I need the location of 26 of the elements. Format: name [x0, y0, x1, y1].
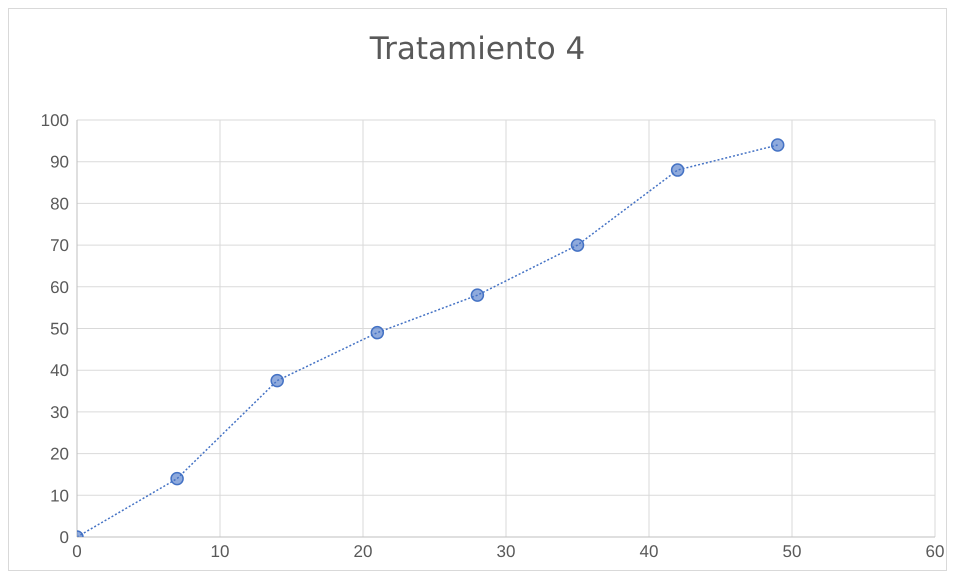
x-tick-label: 30: [496, 542, 516, 562]
chart-title: Tratamiento 4: [368, 30, 586, 69]
point: [670, 163, 684, 177]
y-tick-label: 90: [50, 152, 69, 172]
point: [370, 326, 384, 340]
y-tick-label: 80: [50, 194, 69, 214]
x-tick-label: 0: [72, 542, 82, 562]
point: [470, 288, 484, 302]
y-tick-label: 50: [50, 320, 69, 339]
y-tick-label: 40: [50, 361, 69, 380]
point: [570, 238, 584, 252]
y-tick-label: 60: [50, 278, 69, 297]
y-tick-label: 0: [60, 528, 69, 548]
y-tick-label: 100: [40, 111, 69, 130]
y-tick-label: 30: [50, 402, 69, 422]
x-tick-label: 20: [354, 542, 372, 562]
x-tick-label: 40: [640, 542, 658, 562]
y-tick-label: 20: [50, 444, 69, 464]
y-tick-label: 10: [50, 486, 69, 506]
point: [770, 138, 784, 152]
x-tick-label: 10: [210, 542, 230, 562]
y-tick-label: 70: [50, 236, 69, 256]
x-tick-label: 50: [782, 542, 802, 562]
point: [170, 472, 184, 486]
point: [270, 374, 284, 388]
x-tick-label: 60: [926, 542, 944, 562]
